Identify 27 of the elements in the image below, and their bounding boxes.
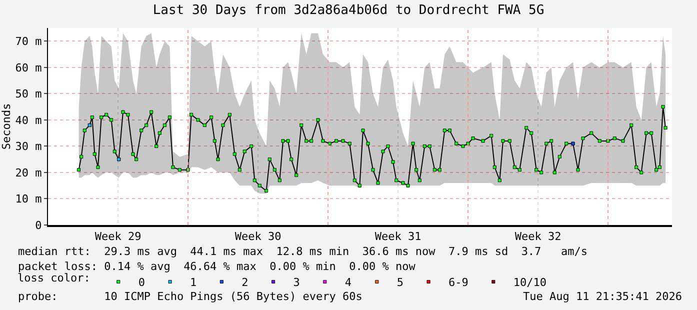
- legend-title: loss color:: [18, 272, 90, 285]
- x-tick-label: Week 31: [374, 230, 422, 244]
- legend-label: 2: [242, 276, 248, 290]
- y-tick-label: 50 m: [15, 88, 42, 101]
- y-axis-title: Seconds: [0, 103, 13, 150]
- chart-title: Last 30 Days from 3d2a86a4b06d to Dordrecht FWA 5G: [152, 2, 544, 18]
- text: median rtt: 29.3 ms avg 44.1 ms max 12.8 ms min 36.6 ms now 7.9 ms sd 3.7 am/s: [18, 245, 588, 258]
- legend-label: 5: [396, 276, 404, 290]
- text: probe: 10 ICMP Echo Pings (56 Bytes) every 60s: [18, 290, 362, 303]
- y-tick-label: 60 m: [15, 61, 42, 74]
- x-tick-label: Week 29: [94, 230, 142, 244]
- y-tick-label: 70 m: [15, 34, 42, 48]
- x-tick-label: Week 32: [514, 230, 562, 244]
- text: Tue Aug 11 21:35:41 2026: [523, 290, 682, 303]
- y-tick-label: 0: [35, 218, 42, 232]
- legend-label: 10/10: [513, 276, 547, 290]
- legend-label: 6-9: [448, 276, 468, 290]
- x-tick-label: Week 30: [234, 230, 282, 244]
- y-tick-label: 40 m: [15, 114, 42, 127]
- legend-label: 0: [138, 276, 146, 290]
- legend-label: 1: [190, 276, 197, 290]
- y-tick-label: 20 m: [15, 166, 42, 180]
- legend-label: 4: [344, 276, 352, 290]
- y-tick-label: 30 m: [15, 140, 42, 154]
- text: packet loss: 0.14 % avg 46.64 % max 0.00 % min 0.00 % now: [18, 260, 416, 273]
- y-tick-label: 10 m: [15, 192, 42, 206]
- legend-label: 3: [293, 276, 300, 290]
